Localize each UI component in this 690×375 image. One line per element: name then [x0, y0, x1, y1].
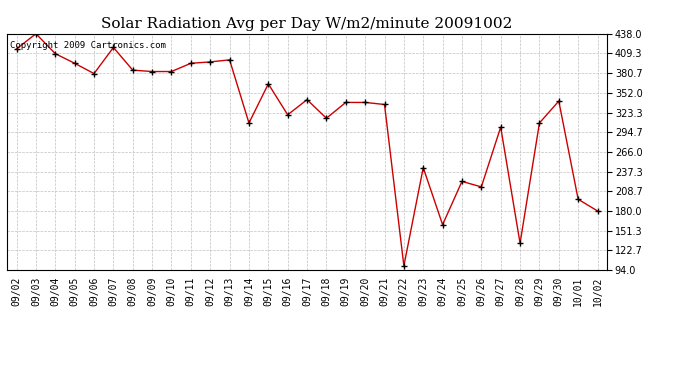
Title: Solar Radiation Avg per Day W/m2/minute 20091002: Solar Radiation Avg per Day W/m2/minute …	[101, 17, 513, 31]
Text: Copyright 2009 Cartronics.com: Copyright 2009 Cartronics.com	[10, 41, 166, 50]
